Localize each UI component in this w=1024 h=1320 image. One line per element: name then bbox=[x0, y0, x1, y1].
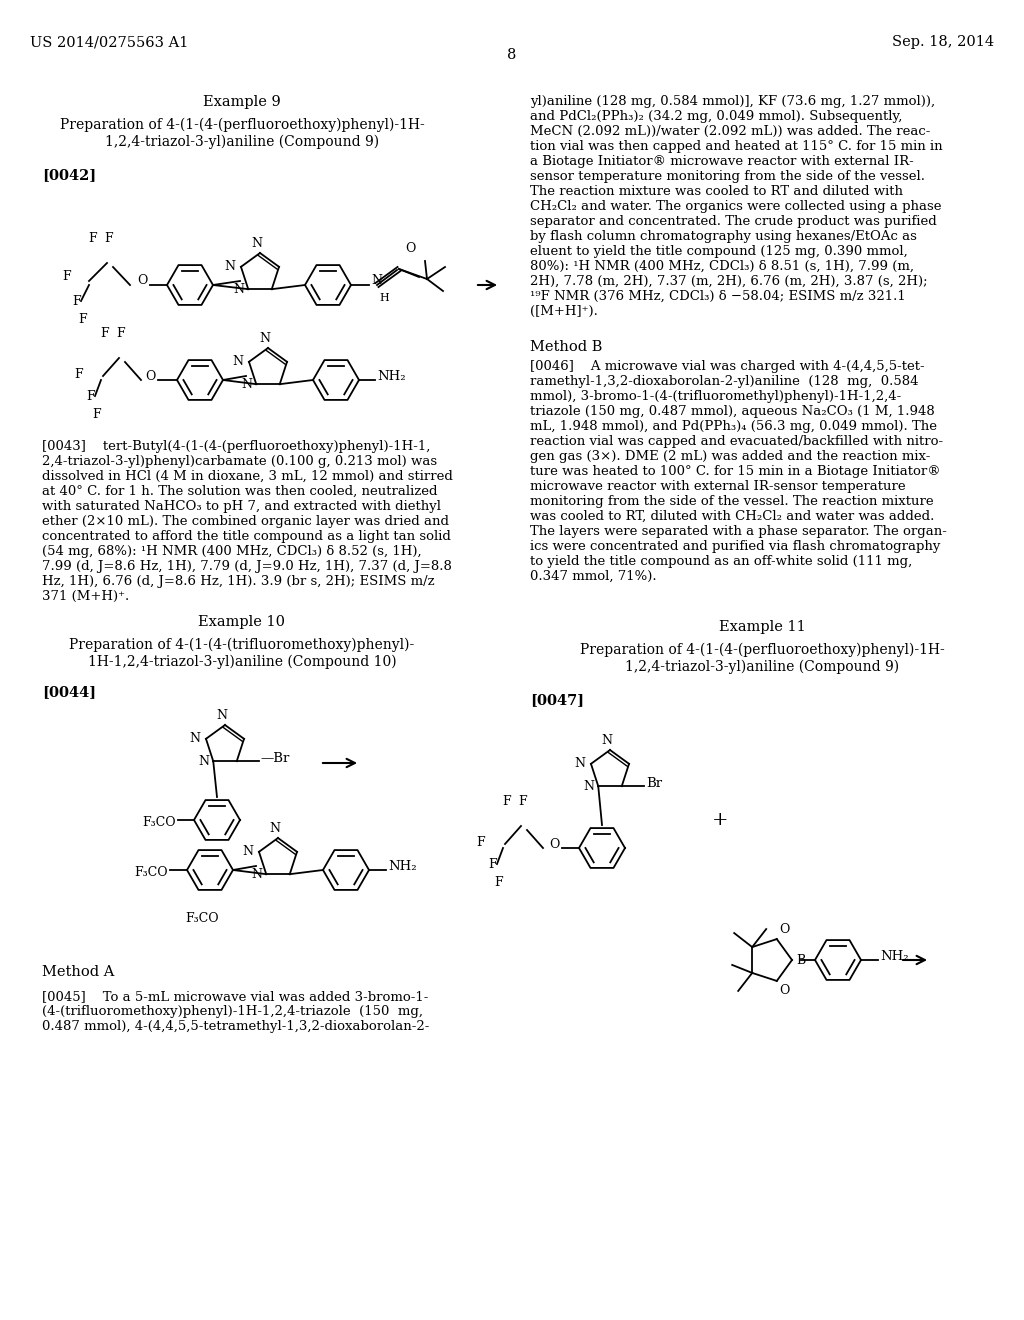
Text: F: F bbox=[89, 232, 97, 246]
Text: [0042]: [0042] bbox=[42, 168, 96, 182]
Text: N: N bbox=[199, 755, 209, 768]
Text: O: O bbox=[779, 983, 790, 997]
Text: F: F bbox=[93, 408, 101, 421]
Text: F₃CO: F₃CO bbox=[142, 816, 176, 829]
Text: F: F bbox=[75, 367, 83, 380]
Text: N: N bbox=[216, 709, 227, 722]
Text: N: N bbox=[601, 734, 612, 747]
Text: NH₂: NH₂ bbox=[388, 861, 417, 874]
Text: N: N bbox=[242, 378, 252, 391]
Text: F: F bbox=[476, 836, 485, 849]
Text: O: O bbox=[550, 837, 560, 850]
Text: Sep. 18, 2014: Sep. 18, 2014 bbox=[892, 36, 994, 49]
Text: N: N bbox=[574, 758, 585, 771]
Text: F: F bbox=[495, 876, 504, 888]
Text: N: N bbox=[189, 733, 200, 746]
Text: F: F bbox=[104, 232, 114, 246]
Text: Preparation of 4-(1-(4-(perfluoroethoxy)phenyl)-1H-
1,2,4-triazol-3-yl)aniline (: Preparation of 4-(1-(4-(perfluoroethoxy)… bbox=[580, 643, 944, 675]
Text: [0047]: [0047] bbox=[530, 693, 584, 708]
Text: Preparation of 4-(1-(4-(trifluoromethoxy)phenyl)-
1H-1,2,4-triazol-3-yl)aniline : Preparation of 4-(1-(4-(trifluoromethoxy… bbox=[70, 638, 415, 669]
Text: NH₂: NH₂ bbox=[377, 371, 406, 384]
Text: Preparation of 4-(1-(4-(perfluoroethoxy)phenyl)-1H-
1,2,4-triazol-3-yl)aniline (: Preparation of 4-(1-(4-(perfluoroethoxy)… bbox=[59, 117, 424, 149]
Text: [0044]: [0044] bbox=[42, 685, 96, 700]
Text: N: N bbox=[251, 867, 262, 880]
Text: [0045]    To a 5-mL microwave vial was added 3-bromo-1-
(4-(trifluoromethoxy)phe: [0045] To a 5-mL microwave vial was adde… bbox=[42, 990, 429, 1034]
Text: F: F bbox=[79, 313, 87, 326]
Text: N: N bbox=[233, 282, 245, 296]
Text: Method B: Method B bbox=[530, 341, 602, 354]
Text: F: F bbox=[100, 327, 110, 341]
Text: F: F bbox=[488, 858, 498, 871]
Text: US 2014/0275563 A1: US 2014/0275563 A1 bbox=[30, 36, 188, 49]
Text: N: N bbox=[371, 275, 382, 288]
Text: O: O bbox=[145, 370, 156, 383]
Text: N: N bbox=[584, 780, 594, 793]
Text: Method A: Method A bbox=[42, 965, 115, 979]
Text: Example 11: Example 11 bbox=[719, 620, 805, 634]
Text: [0043]    tert-Butyl(4-(1-(4-(perfluoroethoxy)phenyl)-1H-1,
2,4-triazol-3-yl)phe: [0043] tert-Butyl(4-(1-(4-(perfluoroetho… bbox=[42, 440, 453, 603]
Text: N: N bbox=[224, 260, 234, 273]
Text: 8: 8 bbox=[507, 48, 517, 62]
Text: O: O bbox=[137, 275, 148, 288]
Text: F: F bbox=[519, 795, 527, 808]
Text: N: N bbox=[232, 355, 243, 368]
Text: NH₂: NH₂ bbox=[880, 950, 908, 964]
Text: +: + bbox=[712, 810, 728, 829]
Text: F₃CO: F₃CO bbox=[134, 866, 168, 879]
Text: N: N bbox=[252, 238, 262, 249]
Text: yl)aniline (128 mg, 0.584 mmol)], KF (73.6 mg, 1.27 mmol)),
and PdCl₂(PPh₃)₂ (34: yl)aniline (128 mg, 0.584 mmol)], KF (73… bbox=[530, 95, 943, 318]
Text: F: F bbox=[62, 271, 71, 284]
Text: O: O bbox=[406, 242, 416, 255]
Text: [0046]    A microwave vial was charged with 4-(4,4,5,5-tet-
ramethyl-1,3,2-dioxa: [0046] A microwave vial was charged with… bbox=[530, 360, 947, 583]
Text: F: F bbox=[73, 294, 81, 308]
Text: —Br: —Br bbox=[261, 751, 290, 764]
Text: F₃CO: F₃CO bbox=[185, 912, 219, 925]
Text: Example 10: Example 10 bbox=[199, 615, 286, 630]
Text: O: O bbox=[779, 923, 790, 936]
Text: F: F bbox=[87, 389, 95, 403]
Text: F: F bbox=[117, 327, 125, 341]
Text: N: N bbox=[242, 845, 253, 858]
Text: Br: Br bbox=[646, 776, 662, 789]
Text: N: N bbox=[259, 333, 270, 345]
Text: Example 9: Example 9 bbox=[203, 95, 281, 110]
Text: F: F bbox=[503, 795, 511, 808]
Text: N: N bbox=[269, 822, 281, 836]
Text: H: H bbox=[379, 293, 389, 304]
Text: B: B bbox=[796, 953, 805, 966]
